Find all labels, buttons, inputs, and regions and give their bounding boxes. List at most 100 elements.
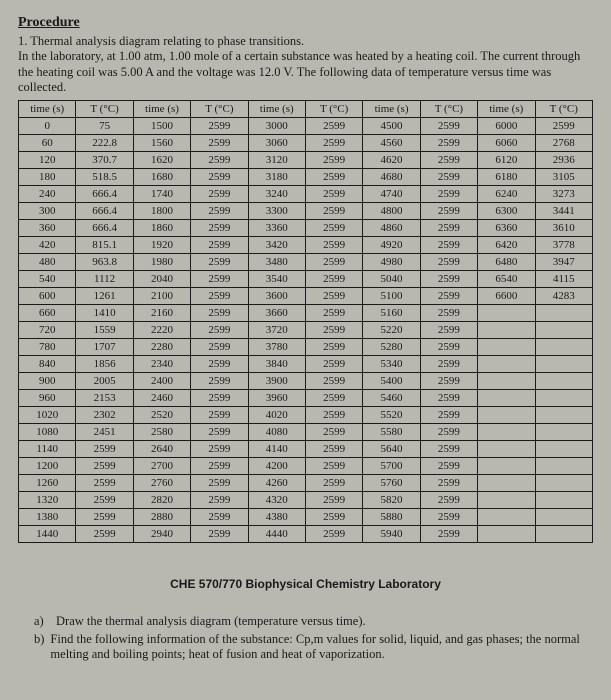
table-cell: 3300 bbox=[248, 203, 305, 220]
table-cell: 2599 bbox=[535, 118, 592, 135]
table-cell: 2220 bbox=[133, 322, 190, 339]
table-cell bbox=[478, 305, 535, 322]
table-cell: 2599 bbox=[305, 288, 362, 305]
table-cell: 2599 bbox=[191, 373, 248, 390]
table-row: 120370.716202599312025994620259961202936 bbox=[19, 152, 593, 169]
table-cell: 1559 bbox=[76, 322, 133, 339]
col-header: time (s) bbox=[133, 101, 190, 118]
table-cell: 3778 bbox=[535, 237, 592, 254]
table-cell: 4080 bbox=[248, 424, 305, 441]
table-cell: 2599 bbox=[305, 305, 362, 322]
col-header: T (°C) bbox=[191, 101, 248, 118]
table-cell: 2599 bbox=[191, 475, 248, 492]
table-cell: 2599 bbox=[420, 118, 477, 135]
table-cell bbox=[535, 526, 592, 543]
table-cell: 2599 bbox=[420, 475, 477, 492]
table-cell: 2940 bbox=[133, 526, 190, 543]
table-cell: 2599 bbox=[305, 441, 362, 458]
table-cell: 2599 bbox=[420, 373, 477, 390]
table-cell: 3660 bbox=[248, 305, 305, 322]
table-row: 07515002599300025994500259960002599 bbox=[19, 118, 593, 135]
table-cell bbox=[478, 373, 535, 390]
table-cell: 3273 bbox=[535, 186, 592, 203]
table-cell: 2599 bbox=[191, 288, 248, 305]
table-row: 13802599288025994380259958802599 bbox=[19, 509, 593, 526]
table-cell: 2400 bbox=[133, 373, 190, 390]
table-cell: 1380 bbox=[19, 509, 76, 526]
table-cell: 5100 bbox=[363, 288, 420, 305]
table-cell: 2599 bbox=[191, 271, 248, 288]
table-cell: 2599 bbox=[191, 203, 248, 220]
table-row: 13202599282025994320259958202599 bbox=[19, 492, 593, 509]
table-cell: 222.8 bbox=[76, 135, 133, 152]
table-cell: 2599 bbox=[191, 424, 248, 441]
table-cell: 2599 bbox=[420, 305, 477, 322]
table-cell: 4020 bbox=[248, 407, 305, 424]
table-cell: 4800 bbox=[363, 203, 420, 220]
table-cell: 2005 bbox=[76, 373, 133, 390]
table-cell: 2880 bbox=[133, 509, 190, 526]
table-cell bbox=[535, 390, 592, 407]
table-cell: 4740 bbox=[363, 186, 420, 203]
table-cell: 2599 bbox=[305, 118, 362, 135]
question-label: b) bbox=[34, 632, 44, 663]
course-footer: CHE 570/770 Biophysical Chemistry Labora… bbox=[18, 577, 593, 592]
table-row: 60222.815602599306025994560259960602768 bbox=[19, 135, 593, 152]
col-header: time (s) bbox=[478, 101, 535, 118]
table-cell: 815.1 bbox=[76, 237, 133, 254]
table-cell bbox=[478, 509, 535, 526]
table-cell: 2599 bbox=[305, 135, 362, 152]
table-cell: 2599 bbox=[191, 458, 248, 475]
table-cell: 5520 bbox=[363, 407, 420, 424]
table-row: 180518.516802599318025994680259961803105 bbox=[19, 169, 593, 186]
questions-block: a) Draw the thermal analysis diagram (te… bbox=[18, 614, 593, 663]
table-cell: 5340 bbox=[363, 356, 420, 373]
table-cell: 2599 bbox=[76, 458, 133, 475]
table-cell: 666.4 bbox=[76, 186, 133, 203]
table-row: 12602599276025994260259957602599 bbox=[19, 475, 593, 492]
table-cell: 3480 bbox=[248, 254, 305, 271]
table-cell: 2599 bbox=[305, 407, 362, 424]
table-cell: 1020 bbox=[19, 407, 76, 424]
table-cell: 1707 bbox=[76, 339, 133, 356]
table-cell: 4140 bbox=[248, 441, 305, 458]
table-cell: 2599 bbox=[191, 339, 248, 356]
table-cell: 3105 bbox=[535, 169, 592, 186]
table-cell: 5160 bbox=[363, 305, 420, 322]
table-cell: 2599 bbox=[305, 220, 362, 237]
table-cell: 1500 bbox=[133, 118, 190, 135]
table-cell: 3360 bbox=[248, 220, 305, 237]
table-cell: 1440 bbox=[19, 526, 76, 543]
table-cell: 666.4 bbox=[76, 220, 133, 237]
table-cell: 2700 bbox=[133, 458, 190, 475]
table-cell: 3180 bbox=[248, 169, 305, 186]
table-cell: 2599 bbox=[191, 305, 248, 322]
table-cell: 2599 bbox=[191, 322, 248, 339]
table-cell: 2451 bbox=[76, 424, 133, 441]
table-cell bbox=[478, 407, 535, 424]
table-cell: 2768 bbox=[535, 135, 592, 152]
data-table: time (s)T (°C)time (s)T (°C)time (s)T (°… bbox=[18, 100, 593, 543]
table-row: 8401856234025993840259953402599 bbox=[19, 356, 593, 373]
table-cell: 3900 bbox=[248, 373, 305, 390]
table-cell: 2599 bbox=[305, 237, 362, 254]
table-row: 300666.418002599330025994800259963003441 bbox=[19, 203, 593, 220]
table-cell: 2599 bbox=[191, 526, 248, 543]
table-cell: 2599 bbox=[76, 509, 133, 526]
table-row: 10202302252025994020259955202599 bbox=[19, 407, 593, 424]
table-cell: 180 bbox=[19, 169, 76, 186]
table-cell: 2280 bbox=[133, 339, 190, 356]
table-cell: 2599 bbox=[191, 152, 248, 169]
table-cell: 2599 bbox=[420, 356, 477, 373]
table-cell: 4200 bbox=[248, 458, 305, 475]
table-cell: 840 bbox=[19, 356, 76, 373]
table-cell: 5400 bbox=[363, 373, 420, 390]
table-cell bbox=[535, 441, 592, 458]
table-cell bbox=[478, 424, 535, 441]
table-cell: 2599 bbox=[420, 288, 477, 305]
table-cell bbox=[478, 390, 535, 407]
table-row: 10802451258025994080259955802599 bbox=[19, 424, 593, 441]
table-cell: 2520 bbox=[133, 407, 190, 424]
table-cell: 2599 bbox=[420, 203, 477, 220]
table-row: 6601410216025993660259951602599 bbox=[19, 305, 593, 322]
